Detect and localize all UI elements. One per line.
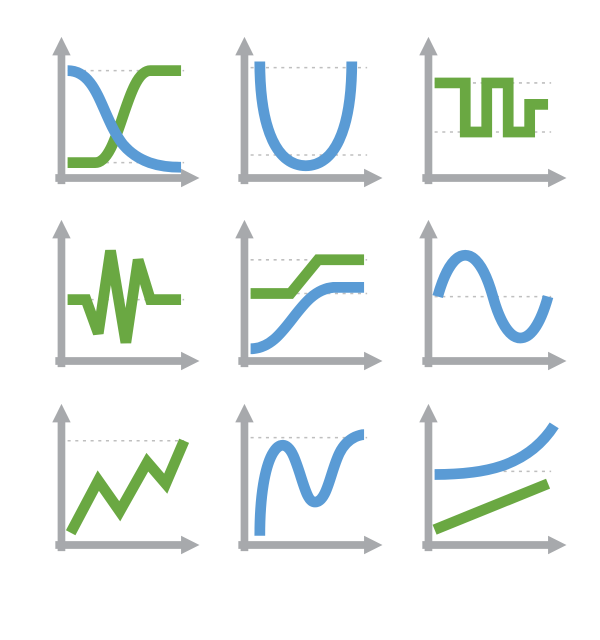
chart-double-hump xyxy=(223,407,376,560)
chart-sine-wave xyxy=(407,223,560,376)
chart-zigzag-up xyxy=(40,407,193,560)
chart-growth-lines xyxy=(407,407,560,560)
chart-heartbeat xyxy=(40,223,193,376)
series-green xyxy=(71,440,184,532)
series-blue xyxy=(437,256,547,339)
chart-parabola xyxy=(223,40,376,193)
series-green xyxy=(434,483,547,529)
series-blue xyxy=(260,61,352,165)
chart-square-wave xyxy=(407,40,560,193)
chart-step-and-sigmoid xyxy=(223,223,376,376)
series-blue xyxy=(260,434,364,535)
series-green xyxy=(434,83,547,132)
chart-icon-grid xyxy=(40,40,560,560)
series-blue xyxy=(434,425,554,474)
series-green xyxy=(68,251,181,343)
chart-crossing-curves xyxy=(40,40,193,193)
